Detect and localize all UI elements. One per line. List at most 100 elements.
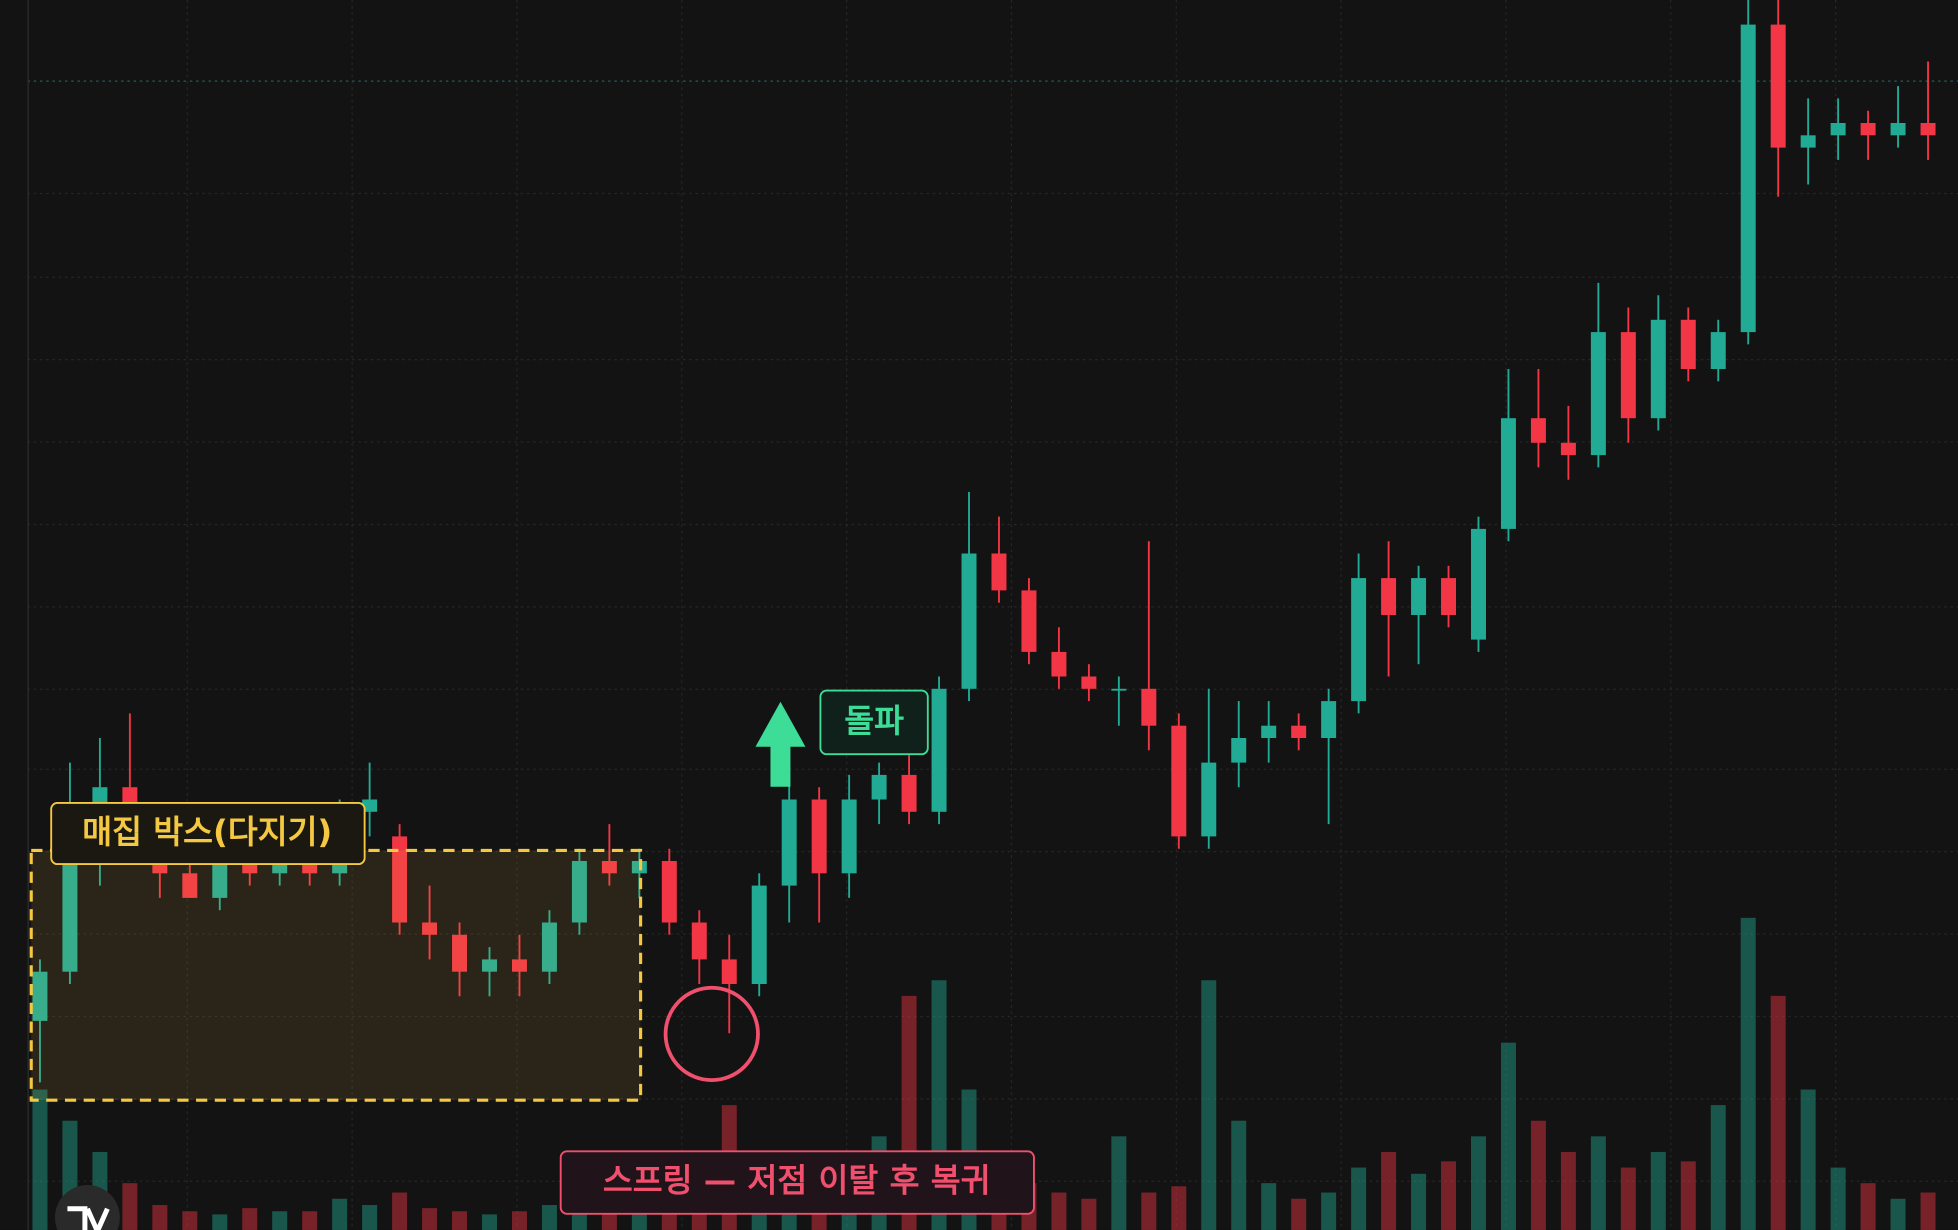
- breakout-label: 돌파: [844, 702, 904, 740]
- candle-body: [1920, 123, 1936, 136]
- candle-body: [1411, 578, 1427, 615]
- volume-bar: [1710, 1105, 1726, 1230]
- candle-body: [511, 959, 527, 972]
- candle-body: [811, 799, 827, 874]
- candle-body: [1560, 442, 1576, 456]
- volume-bar: [1620, 1167, 1636, 1230]
- breakout-arrow: [755, 701, 806, 787]
- candle-body: [961, 553, 977, 689]
- candle-body: [601, 860, 617, 874]
- candle-body: [182, 873, 198, 898]
- candle-body: [1351, 578, 1367, 702]
- volume-bar: [1291, 1198, 1307, 1230]
- volume-bar: [1381, 1151, 1397, 1230]
- box-label-bg: [50, 801, 366, 866]
- candle-body: [362, 799, 378, 812]
- volume-bar: [1051, 1192, 1067, 1230]
- volume-bar: [422, 1208, 438, 1230]
- candle-body: [1800, 135, 1816, 148]
- volume-bar: [362, 1205, 378, 1230]
- volume-bar: [1770, 995, 1786, 1230]
- volume-bar: [1261, 1183, 1277, 1230]
- candle-body: [1081, 676, 1097, 689]
- candle-body: [1321, 701, 1337, 738]
- spring-label: 스프링 — 저점 이탈 후 복귀: [603, 1162, 991, 1200]
- candle-body: [1620, 332, 1636, 419]
- candle-body: [1021, 590, 1037, 652]
- candle-body: [1231, 737, 1247, 763]
- candle-body: [1590, 332, 1606, 456]
- candle-body: [691, 922, 707, 960]
- volume-bar: [1680, 1161, 1696, 1230]
- volume-bar: [1740, 917, 1756, 1230]
- volume-bar: [1081, 1198, 1097, 1230]
- candle-body: [1441, 578, 1457, 615]
- volume-bar: [541, 1205, 557, 1230]
- volume-bar: [1860, 1183, 1876, 1230]
- volume-bar: [392, 1192, 408, 1230]
- candle-body: [871, 774, 887, 800]
- volume-bar: [1441, 1161, 1457, 1230]
- volume-bar: [1800, 1089, 1816, 1230]
- candle-body: [212, 860, 228, 898]
- candle-body: [1770, 24, 1786, 148]
- candle-body: [1890, 123, 1906, 136]
- candle-body: [541, 922, 557, 972]
- breakout-label-bg: [819, 689, 929, 756]
- volume-bar: [122, 1183, 138, 1230]
- candle-body: [392, 836, 408, 923]
- candle-body: [1530, 418, 1546, 443]
- candle-body: [1381, 578, 1397, 615]
- volume-bar: [1890, 1198, 1906, 1230]
- volume-bar: [32, 1089, 48, 1230]
- volume-bar: [272, 1211, 288, 1230]
- volume-bar: [242, 1208, 258, 1230]
- candle-body: [721, 959, 737, 984]
- volume-bar: [152, 1205, 168, 1230]
- volume-bar: [601, 1211, 617, 1230]
- volume-bar: [1530, 1120, 1546, 1230]
- candle-body: [781, 799, 797, 886]
- logo-mark: [67, 1206, 110, 1230]
- candle-body: [62, 860, 78, 972]
- spring-label-bg: [559, 1150, 1035, 1215]
- candle-body: [841, 799, 857, 874]
- volume-bar: [1470, 1136, 1486, 1230]
- candle-body: [1650, 319, 1666, 419]
- candle-body: [1111, 688, 1127, 691]
- volume-bar: [1411, 1173, 1427, 1230]
- candle-body: [1171, 725, 1187, 837]
- candle-body: [1860, 123, 1876, 136]
- volume-bar: [1560, 1151, 1576, 1230]
- volume-bar: [452, 1211, 468, 1230]
- volume-bar: [511, 1211, 527, 1230]
- candle-body: [1201, 762, 1217, 837]
- candle-body: [1141, 688, 1157, 726]
- volume-bar: [1111, 1136, 1127, 1230]
- volume-bar: [1830, 1167, 1846, 1230]
- volume-bar: [1141, 1192, 1157, 1230]
- volume-bar: [302, 1211, 318, 1230]
- candle-body: [661, 860, 677, 923]
- candle-body: [32, 971, 48, 1021]
- candle-body: [1261, 725, 1277, 738]
- annotations: 매집 박스(다지기) 돌파 스프링 — 저점 이탈 후 복귀: [29, 689, 1035, 1230]
- candle-body: [1470, 528, 1486, 640]
- candle-body: [1830, 123, 1846, 136]
- volume-bar: [1500, 1042, 1516, 1230]
- volume-bar: [1231, 1120, 1247, 1230]
- volume-bar: [1321, 1192, 1337, 1230]
- spring-circle: [663, 985, 760, 1083]
- candle-body: [1500, 418, 1516, 529]
- volume-bar: [1351, 1167, 1367, 1230]
- candle-body: [991, 553, 1007, 591]
- candle-body: [1710, 332, 1726, 370]
- grid: [27, 0, 1958, 1230]
- candle-body: [901, 774, 917, 812]
- volume-bar: [1171, 1186, 1187, 1230]
- box-label: 매집 박스(다지기): [82, 813, 332, 851]
- volume-bar: [332, 1198, 348, 1230]
